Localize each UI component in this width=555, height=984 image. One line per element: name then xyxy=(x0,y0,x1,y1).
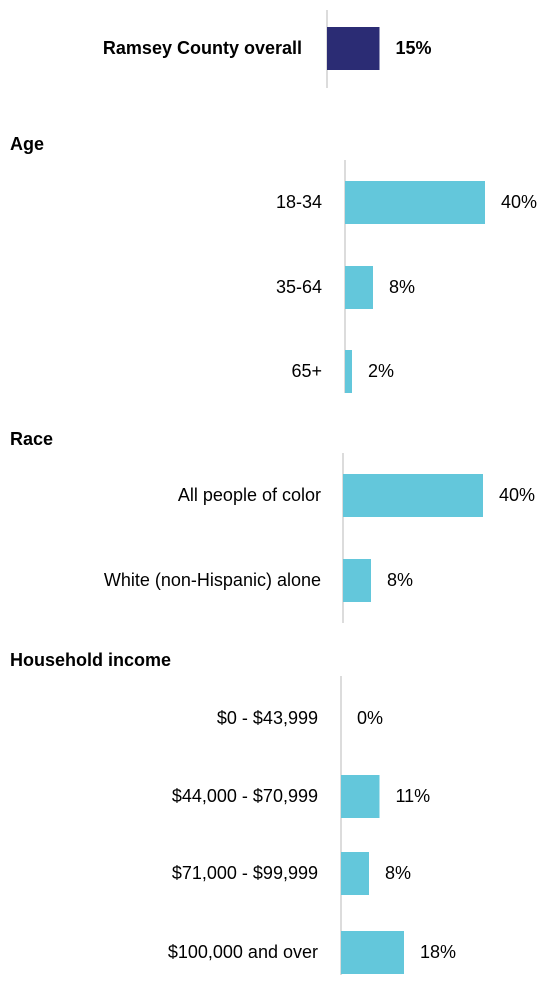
category-label: 65+ xyxy=(291,361,322,381)
category-label: White (non-Hispanic) alone xyxy=(104,570,321,590)
category-label: All people of color xyxy=(178,485,321,505)
data-label: 8% xyxy=(385,863,411,883)
group-heading-age: Age xyxy=(10,134,44,154)
data-label: 2% xyxy=(368,361,394,381)
bar-overall xyxy=(327,27,380,70)
category-label: 18-34 xyxy=(276,192,322,212)
bar xyxy=(343,559,371,602)
group-heading-race: Race xyxy=(10,429,53,449)
bar xyxy=(345,266,373,309)
bar xyxy=(343,474,483,517)
bar xyxy=(341,775,380,818)
data-label: 8% xyxy=(389,277,415,297)
bar xyxy=(341,852,369,895)
category-label: 35-64 xyxy=(276,277,322,297)
data-label: 40% xyxy=(501,192,537,212)
category-label: $100,000 and over xyxy=(168,942,318,962)
bar xyxy=(345,181,485,224)
bar xyxy=(345,350,352,393)
data-label: 8% xyxy=(387,570,413,590)
bar xyxy=(341,931,404,974)
group-heading-household-income: Household income xyxy=(10,650,171,670)
category-label-overall: Ramsey County overall xyxy=(103,38,302,58)
data-label-overall: 15% xyxy=(396,38,432,58)
category-label: $44,000 - $70,999 xyxy=(172,786,318,806)
data-label: 40% xyxy=(499,485,535,505)
data-label: 0% xyxy=(357,708,383,728)
category-label: $71,000 - $99,999 xyxy=(172,863,318,883)
category-label: $0 - $43,999 xyxy=(217,708,318,728)
data-label: 11% xyxy=(396,786,431,806)
data-label: 18% xyxy=(420,942,456,962)
